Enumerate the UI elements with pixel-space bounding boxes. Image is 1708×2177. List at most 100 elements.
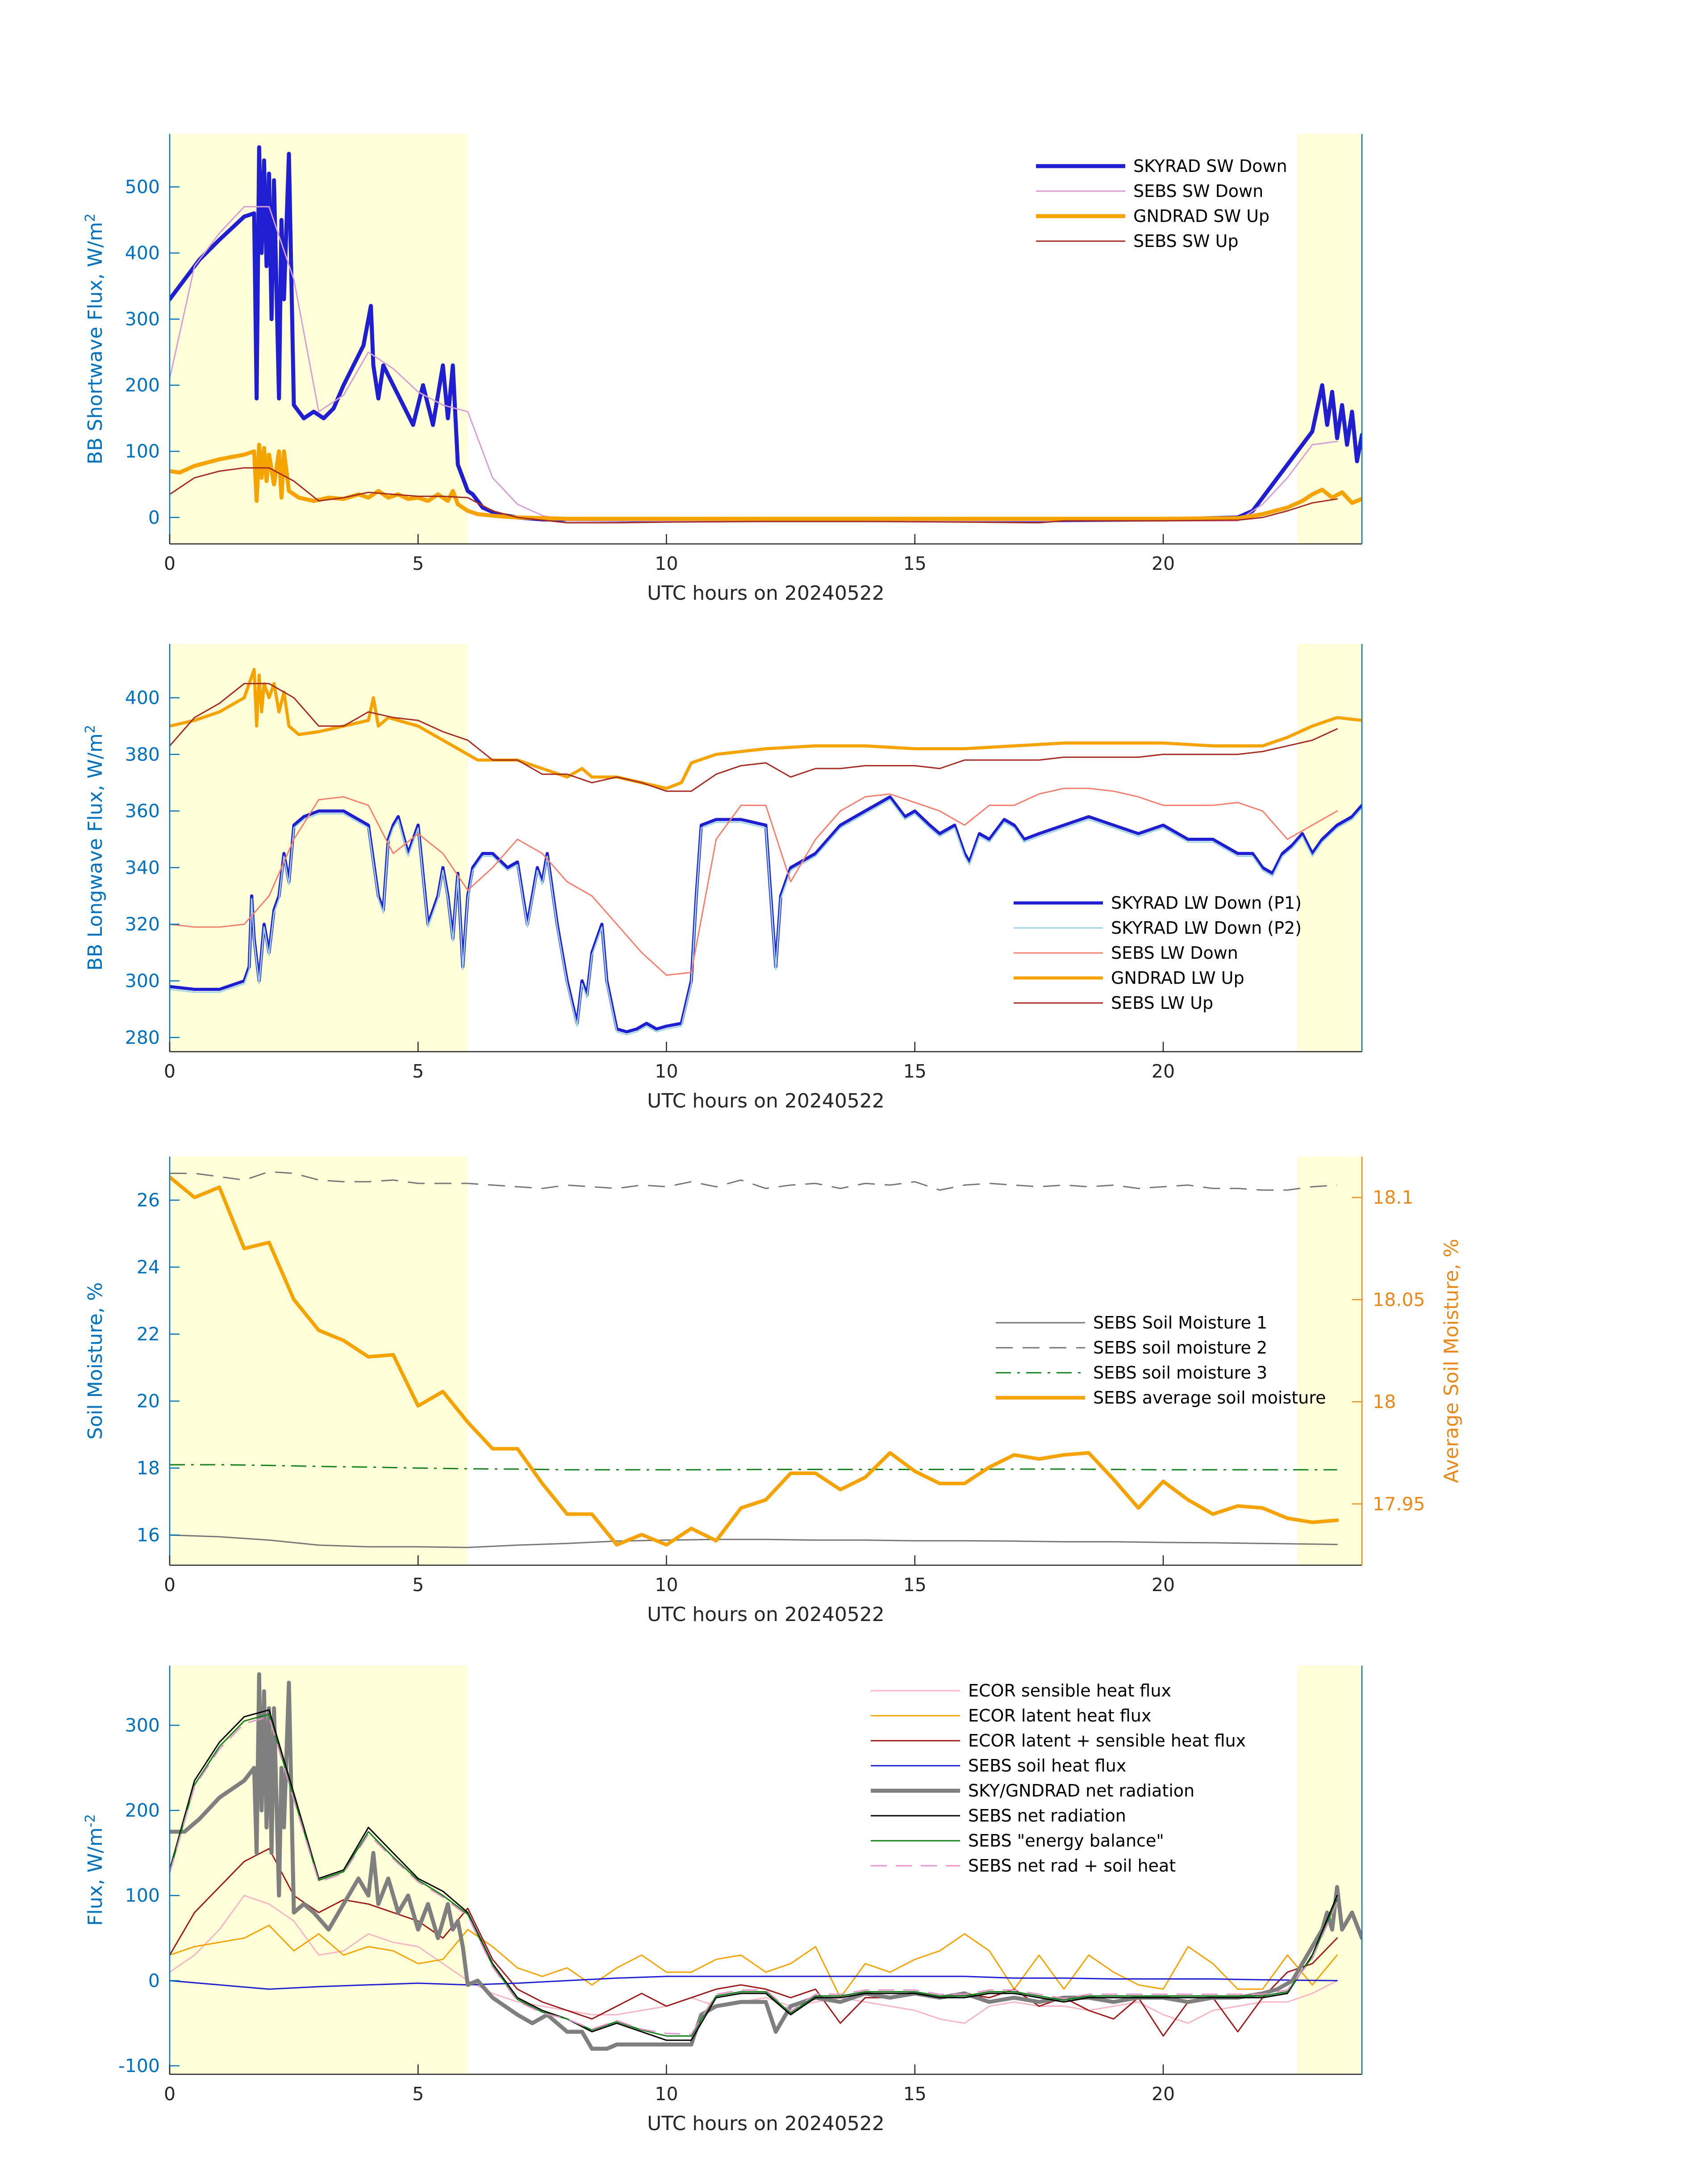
series-line-sky-gndrad-net-radiation (170, 1672, 1362, 2051)
legend-label-skyrad-lw-down-p2: SKYRAD LW Down (P2) (1111, 918, 1302, 938)
right-y-tick-label: 17.95 (1373, 1493, 1425, 1515)
legend-label-ecor-latent-heat-flux: ECOR latent heat flux (968, 1706, 1151, 1726)
y-tick-label: 16 (137, 1525, 160, 1546)
y-tick-label: 360 (125, 800, 160, 822)
y-axis-label: Soil Moisture, % (84, 1282, 107, 1439)
y-tick-label: 22 (137, 1324, 160, 1345)
shaded-period-1 (1297, 134, 1362, 544)
x-tick-label: 20 (1152, 2083, 1175, 2105)
y-tick-label: 200 (125, 375, 160, 396)
shaded-period-1 (1297, 1157, 1362, 1565)
y-tick-label: 280 (125, 1027, 160, 1048)
legend-label-sebs-net-radiation: SEBS net radiation (968, 1806, 1126, 1826)
series-line-gndrad-sw-up (170, 443, 1362, 521)
right-y-tick-label: 18.05 (1373, 1289, 1425, 1310)
x-tick-label: 10 (655, 1061, 678, 1082)
series-line-sebs-net-radiation (170, 1709, 1338, 2041)
y-tick-label: 200 (125, 1800, 160, 1821)
y-tick-label: 18 (137, 1458, 160, 1479)
legend-label-sebs-energy-balance: SEBS "energy balance" (968, 1831, 1164, 1851)
legend-label-sebs-average-soil-moisture: SEBS average soil moisture (1093, 1388, 1326, 1408)
shaded-period-1 (1297, 644, 1362, 1052)
y-axis-label-superscript: 2 (83, 213, 98, 222)
series-group (170, 668, 1362, 1036)
series-line-skyrad-sw-down (170, 145, 1362, 522)
series-line-sebs-net-rad-soil-heat (170, 1716, 1338, 2035)
series-line-sebs-soil-moisture-1 (170, 1534, 1338, 1548)
x-axis-label: UTC hours on 20240522 (647, 2112, 885, 2135)
x-tick-label: 20 (1152, 1061, 1175, 1082)
legend-label-sebs-lw-down: SEBS LW Down (1111, 943, 1238, 963)
y-axis-label-superscript: 2 (83, 725, 98, 733)
series-line-sebs-lw-up (170, 683, 1338, 792)
x-tick-label: 5 (412, 553, 424, 574)
series-line-ecor-latent-sensible-heat-flux (170, 1848, 1338, 2037)
shaded-period-0 (170, 1157, 468, 1565)
x-tick-label: 20 (1152, 553, 1175, 574)
legend-label-sky-gndrad-net-radiation: SKY/GNDRAD net radiation (968, 1781, 1194, 1801)
soil-moisture-panel: 0 5 10 15 20 UTC hours on 20240522 16 18 20 22 24 2… (84, 1157, 1463, 1626)
legend-label-sebs-sw-up: SEBS SW Up (1133, 231, 1238, 251)
legend-label-sebs-soil-moisture-1: SEBS Soil Moisture 1 (1093, 1313, 1267, 1333)
x-tick-label: 5 (412, 1574, 424, 1596)
x-tick-label: 15 (903, 1061, 927, 1082)
y-tick-label: 320 (125, 914, 160, 935)
series-line-skyrad-lw-down-p2 (170, 799, 1362, 1036)
y-tick-label: 300 (125, 1714, 160, 1736)
legend-label-ecor-latent-sensible-heat-flux: ECOR latent + sensible heat flux (968, 1731, 1246, 1751)
series-line-sebs-soil-moisture-3 (170, 1464, 1337, 1471)
x-axis-label: UTC hours on 20240522 (647, 1090, 885, 1112)
y-tick-label: 0 (148, 507, 160, 528)
series-line-sebs-soil-heat-flux (170, 1976, 1338, 1990)
series-line-sebs-lw-down (170, 787, 1338, 976)
x-tick-label: 5 (412, 1061, 424, 1082)
x-tick-label: 10 (655, 2083, 678, 2105)
y-tick-label: 26 (137, 1190, 160, 1211)
y-tick-label: 500 (125, 176, 160, 197)
shaded-period-1 (1297, 1666, 1362, 2074)
x-tick-label: 0 (164, 1574, 175, 1596)
series-line-sebs-average-soil-moisture (170, 1175, 1339, 1547)
legend-label-sebs-soil-moisture-2: SEBS soil moisture 2 (1093, 1338, 1267, 1358)
legend-label-sebs-soil-heat-flux: SEBS soil heat flux (968, 1756, 1126, 1776)
legend: SKYRAD LW Down (P1) SKYRAD LW Down (P2) SE… (1014, 893, 1302, 1013)
right-y-tick-label: 18 (1373, 1391, 1396, 1412)
series-line-ecor-latent-heat-flux (170, 1924, 1338, 1998)
x-tick-label: 0 (164, 553, 175, 574)
legend: ECOR sensible heat flux ECOR latent heat … (871, 1681, 1246, 1876)
y-tick-label: 400 (125, 687, 160, 708)
x-tick-label: 15 (903, 553, 927, 574)
legend-label-gndrad-sw-up: GNDRAD SW Up (1133, 206, 1270, 226)
shaded-period-0 (170, 1666, 468, 2074)
y-axis-label: BB Longwave Flux, W/m2 (83, 725, 107, 971)
series-line-sebs-energy-balance (170, 1713, 1338, 2037)
legend-label-sebs-sw-down: SEBS SW Down (1133, 181, 1263, 201)
series-line-sebs-soil-moisture-2 (170, 1171, 1337, 1191)
y-tick-label: 100 (125, 441, 160, 462)
legend: SKYRAD SW Down SEBS SW Down GNDRAD SW Up SE… (1036, 156, 1287, 251)
series-group (170, 145, 1362, 524)
y-tick-label: 340 (125, 857, 160, 878)
legend-label-skyrad-sw-down: SKYRAD SW Down (1133, 156, 1287, 176)
legend-label-skyrad-lw-down-p1: SKYRAD LW Down (P1) (1111, 893, 1302, 913)
legend-label-sebs-lw-up: SEBS LW Up (1111, 993, 1213, 1013)
legend-label-sebs-soil-moisture-3: SEBS soil moisture 3 (1093, 1363, 1267, 1383)
x-tick-label: 10 (655, 553, 678, 574)
y-tick-label: 300 (125, 970, 160, 991)
series-line-sebs-sw-up (170, 467, 1338, 524)
x-tick-label: 10 (655, 1574, 678, 1596)
y-tick-label: 400 (125, 242, 160, 264)
x-tick-label: 20 (1152, 1574, 1175, 1596)
y-axis-label: BB Shortwave Flux, W/m2 (83, 213, 107, 464)
series-group (170, 1171, 1339, 1548)
series-group (170, 1672, 1362, 2051)
x-tick-label: 0 (164, 1061, 175, 1082)
shortwave-flux-panel: 0 5 10 15 20 UTC hours on 20240522 0 100 200 300 4… (83, 134, 1363, 605)
legend: SEBS Soil Moisture 1 SEBS soil moisture 2… (996, 1313, 1326, 1408)
y-tick-label: -100 (118, 2055, 160, 2077)
x-axis-label: UTC hours on 20240522 (647, 582, 885, 605)
legend-label-sebs-net-rad-soil-heat: SEBS net rad + soil heat (968, 1856, 1176, 1876)
y-tick-label: 24 (137, 1257, 160, 1278)
